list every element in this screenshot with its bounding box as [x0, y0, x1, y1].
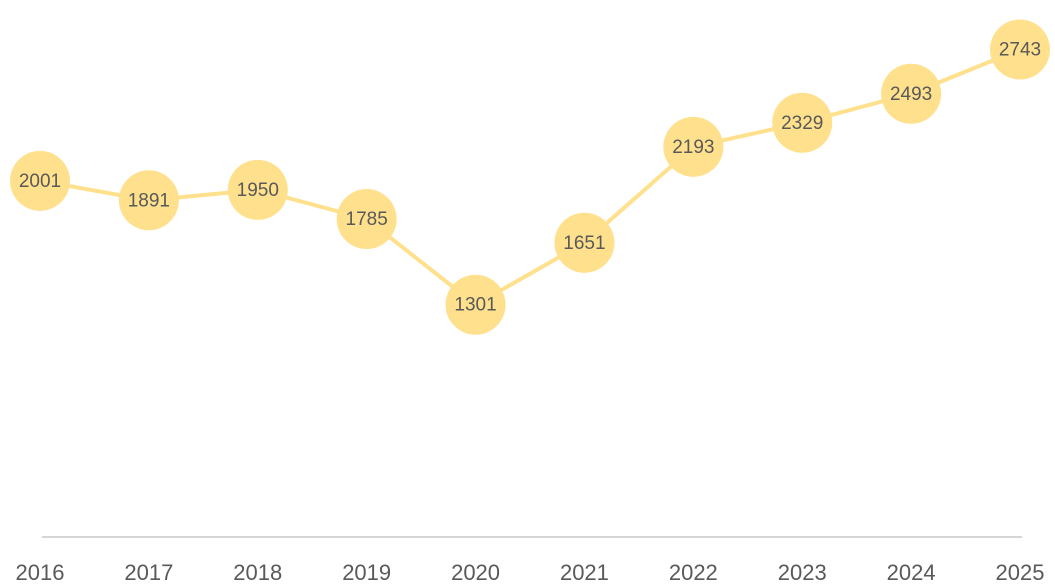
marker: [118, 170, 179, 231]
data-label: 2743: [999, 40, 1041, 61]
data-label: 1651: [563, 233, 605, 254]
data-label: 2193: [672, 137, 714, 158]
data-label: 1891: [128, 190, 170, 211]
marker: [990, 19, 1050, 80]
data-label: 2329: [781, 113, 823, 134]
marker: [663, 116, 724, 177]
data-label: 2493: [890, 84, 932, 105]
x-tick-label: 2021: [560, 560, 609, 585]
x-tick-label: 2023: [778, 560, 827, 585]
marker: [881, 63, 942, 124]
marker: [445, 274, 506, 335]
data-label: 2001: [19, 171, 61, 192]
marker: [227, 159, 288, 220]
x-tick-label: 2020: [451, 560, 500, 585]
data-label: 1950: [237, 180, 279, 201]
x-tick-label: 2022: [669, 560, 718, 585]
marker: [772, 92, 833, 153]
x-tick-label: 2019: [342, 560, 391, 585]
x-tick-label: 2016: [16, 560, 65, 585]
marker: [336, 189, 397, 250]
x-tick-label: 2017: [124, 560, 173, 585]
x-tick-label: 2024: [887, 560, 936, 585]
marker: [554, 212, 615, 273]
x-tick-label: 2025: [996, 560, 1045, 585]
line: [39, 47, 1021, 308]
data-label: 1785: [346, 209, 388, 230]
data-label: 1301: [454, 295, 496, 316]
marker: [10, 150, 70, 211]
x-tick-label: 2018: [233, 560, 282, 585]
